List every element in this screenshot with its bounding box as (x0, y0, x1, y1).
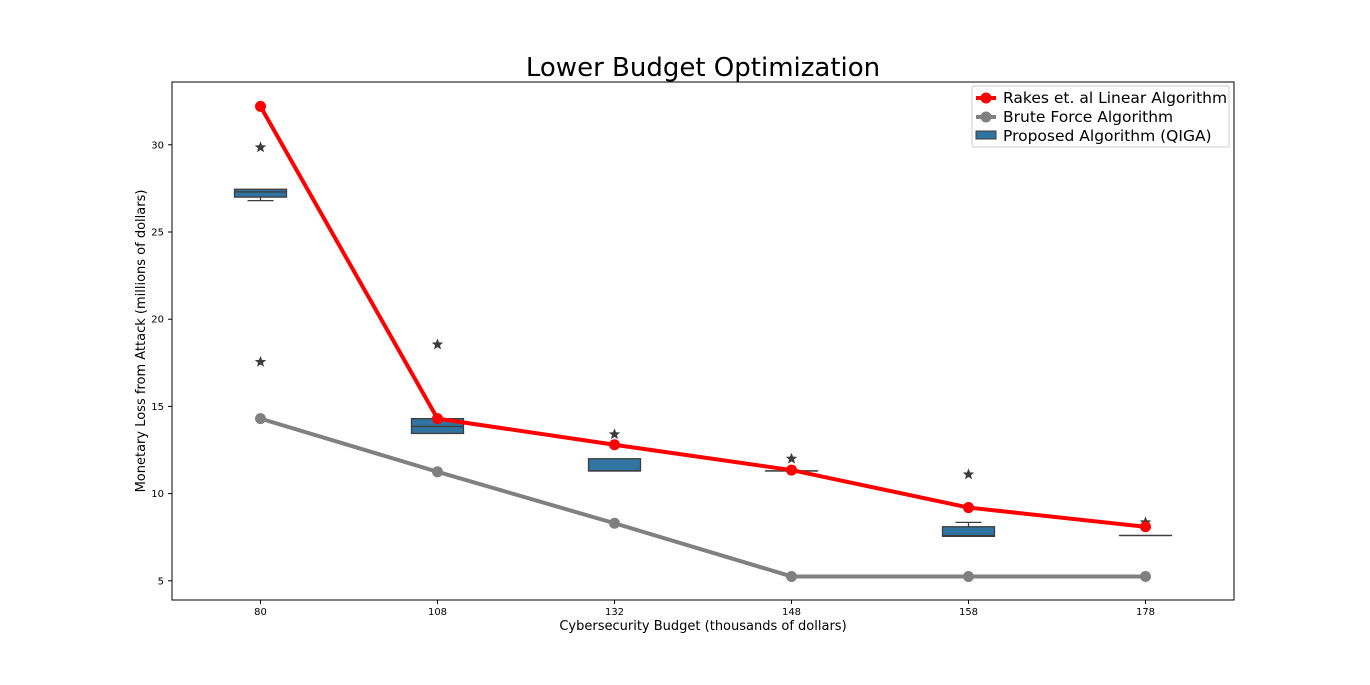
chart-title: Lower Budget Optimization (526, 53, 880, 83)
y-tick-label: 15 (151, 402, 164, 413)
x-tick-label: 108 (428, 607, 447, 618)
x-tick-label: 148 (782, 607, 801, 618)
data-point-rakes (609, 439, 620, 451)
data-point-brute-force (1140, 570, 1151, 582)
legend-label-brute-force: Brute Force Algorithm (1003, 108, 1173, 126)
plot-area (233, 100, 1173, 582)
x-tick-label: 80 (254, 607, 267, 618)
legend-marker-brute-force (980, 111, 992, 123)
qiga-outlier (254, 355, 267, 367)
qiga-box-group (941, 468, 996, 537)
series-line-brute-force (259, 416, 1146, 579)
legend-label-rakes: Rakes et. al Linear Algorithm (1003, 89, 1227, 107)
data-point-brute-force (963, 570, 974, 582)
qiga-box (233, 188, 288, 198)
data-point-rakes (1140, 521, 1151, 533)
x-tick-label: 178 (1136, 607, 1155, 618)
series-brute-force (255, 413, 1151, 582)
data-point-rakes (432, 413, 443, 425)
y-tick-label: 10 (151, 489, 164, 500)
data-point-brute-force (255, 413, 266, 425)
qiga-box-group (233, 141, 288, 367)
legend: Rakes et. al Linear Algorithm Brute Forc… (971, 85, 1230, 148)
y-tick-label: 20 (151, 315, 164, 326)
y-tick-label: 30 (151, 140, 164, 151)
x-axis-label: Cybersecurity Budget (thousands of dolla… (559, 619, 846, 634)
qiga-outlier (254, 141, 267, 153)
qiga-outlier (785, 452, 798, 464)
qiga-outlier (431, 338, 444, 350)
legend-marker-rakes (980, 92, 992, 104)
y-tick-label: 5 (158, 576, 164, 587)
x-axis: 80 108 132 148 158 178 (254, 600, 1155, 618)
legend-frame (971, 85, 1230, 148)
plot-frame (171, 81, 1235, 601)
data-point-rakes (786, 464, 797, 476)
data-point-brute-force (432, 466, 443, 478)
qiga-box (941, 526, 996, 537)
series-line-rakes (258, 105, 1146, 529)
series-rakes (255, 100, 1151, 533)
qiga-boxplots (233, 141, 1173, 537)
y-tick-label: 25 (151, 227, 164, 238)
data-point-rakes (963, 502, 974, 514)
x-tick-label: 132 (605, 607, 624, 618)
legend-label-qiga: Proposed Algorithm (QIGA) (1003, 127, 1212, 145)
qiga-outlier (608, 428, 621, 440)
qiga-box (587, 458, 642, 472)
data-point-brute-force (609, 517, 620, 529)
data-point-brute-force (786, 570, 797, 582)
x-tick-label: 158 (959, 607, 978, 618)
y-axis: 5 10 15 20 25 30 (151, 140, 172, 587)
y-axis-label: Monetary Loss from Attack (millions of d… (134, 190, 149, 493)
data-point-rakes (255, 100, 266, 112)
qiga-outlier (962, 468, 975, 480)
qiga-box-group (587, 428, 642, 472)
legend-swatch-qiga (975, 130, 997, 140)
